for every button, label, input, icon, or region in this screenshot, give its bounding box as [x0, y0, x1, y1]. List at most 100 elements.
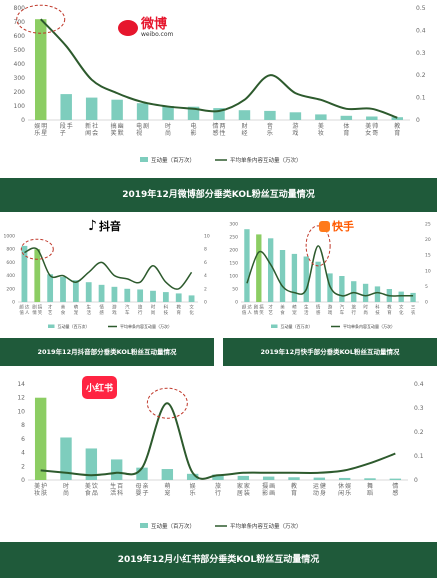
kuaishou-chart-panel: 0 50 100 150 200 250 300 0 5 10 15 20 25 颜值达人 剧情搞笑 才艺 美食… — [223, 214, 437, 338]
legend-bar-swatch — [48, 324, 55, 328]
x-axis-category-label: 教育 — [291, 482, 297, 497]
bar — [238, 110, 251, 120]
right-axis-tick-label: 0.1 — [416, 95, 426, 102]
bar — [136, 103, 149, 120]
legend-bar-label: 互动量（百万次） — [58, 323, 90, 329]
bar — [85, 282, 92, 302]
bar — [279, 250, 286, 302]
legend-line-label: 平均单条内容互动量（万次） — [230, 156, 302, 164]
bar — [410, 292, 416, 302]
x-axis-category-label: 汽车 — [125, 304, 130, 317]
x-axis-category-label: 家居家装 — [237, 482, 250, 497]
x-axis-category-label: 颜值达人 — [19, 304, 30, 317]
bar — [338, 477, 351, 480]
bar — [244, 229, 250, 302]
legend-line-label: 平均单条内容互动量（万次） — [120, 323, 172, 329]
left-axis-tick-label: 0 — [21, 477, 25, 484]
x-axis-category-label: 旅行 — [215, 482, 221, 497]
left-axis-tick-label: 100 — [229, 274, 238, 280]
x-axis-category-label: 美食 — [280, 304, 285, 317]
x-axis-category-label: 教育 — [176, 304, 181, 317]
left-axis-tick-label: 300 — [229, 222, 238, 228]
left-axis-tick-label: 600 — [6, 260, 15, 266]
left-axis-tick-label: 0 — [21, 117, 25, 124]
x-axis-category-label: 时尚 — [63, 482, 69, 497]
right-axis-tick-label: 2 — [204, 286, 207, 292]
x-axis-category-label: 电影 — [191, 122, 197, 137]
xiaohongshu-chart-panel: 0 2 4 6 8 10 12 14 0 0.1 0.2 0.3 0.4 美妆护肤 时尚 美食饮品 生活百科 母婴… — [0, 370, 437, 542]
x-axis-category-label: 科技 — [375, 304, 380, 317]
right-axis-tick-label: 5 — [425, 284, 428, 290]
x-axis-category-label: 电视剧 — [136, 122, 149, 137]
x-axis-category-label: 教育 — [394, 122, 400, 137]
left-axis-tick-label: 8 — [21, 422, 25, 429]
right-axis-tick-label: 8 — [204, 247, 207, 253]
x-axis-category-label: 生活 — [86, 304, 91, 317]
x-axis-category-label: 颜值达人 — [242, 304, 253, 317]
bar — [162, 292, 169, 302]
left-axis-tick-label: 2 — [21, 463, 25, 470]
legend-bar-swatch — [140, 523, 148, 528]
x-axis-category-label: 音乐 — [267, 122, 273, 137]
x-axis-category-label: 情感 — [392, 482, 398, 497]
x-axis-category-label: 情感 — [316, 304, 321, 317]
x-axis-category-label: 旅行 — [351, 304, 356, 317]
right-axis-tick-label: 0 — [416, 117, 420, 124]
bar — [289, 112, 302, 120]
weibo-logo-text: 微博 — [141, 17, 168, 32]
left-axis-tick-label: 800 — [14, 5, 26, 12]
legend-bar-swatch — [140, 157, 148, 162]
peak-highlight-ellipse — [16, 4, 66, 34]
x-axis-category-label: 才艺 — [268, 304, 273, 317]
xiaohongshu-logo: 小红书 — [82, 376, 118, 399]
bar — [60, 276, 66, 302]
right-axis-tick-label: 6 — [204, 260, 207, 266]
right-axis-tick-label: 10 — [204, 234, 210, 240]
right-axis-tick-label: 0.1 — [414, 453, 424, 460]
bar — [351, 281, 357, 302]
douyin-chart: 0 200 400 600 800 1000 0 2 4 6 8 10 颜值达人剧情搞笑才艺美食萌宠生活… — [4, 234, 210, 330]
x-axis-category-label: 旅行 — [138, 304, 143, 317]
weibo-chart-panel: 0 100 200 300 400 500 600 700 800 0 0.1 0.2 0.3 0.4 0.… — [0, 0, 437, 178]
left-axis-tick-label: 150 — [229, 261, 238, 267]
douyin-logo-text: 抖音 — [98, 220, 121, 233]
x-axis-category-label: 情感两性 — [212, 122, 225, 137]
legend-bar-label: 互动量（百万次） — [151, 522, 195, 530]
bar — [110, 459, 123, 480]
weibo-icon — [118, 20, 138, 36]
right-axis-tick-label: 0 — [204, 300, 207, 306]
x-axis-category-label: 美妆 — [318, 122, 324, 137]
bar — [60, 437, 72, 480]
right-axis-tick-label: 0.2 — [414, 429, 424, 436]
average-interaction-line — [40, 18, 398, 119]
douyin-chart-title: 2019年12月抖音部分垂类KOL粉丝互动量情况 — [37, 348, 177, 356]
x-axis-category-label: 三农 — [411, 305, 416, 317]
bar — [391, 117, 403, 120]
x-axis-category-label: 娱乐明星 — [34, 122, 47, 137]
left-axis-tick-label: 200 — [14, 89, 26, 96]
xiaohongshu-chart: 0 2 4 6 8 10 12 14 0 0.1 0.2 0.3 0.4 美妆护肤 时尚 美食饮品生活百科母婴… — [17, 381, 424, 530]
x-axis-category-label: 剧情搞笑 — [254, 304, 264, 317]
bar — [366, 116, 378, 120]
kuaishou-chart: 0 50 100 150 200 250 300 0 5 10 15 20 25 颜值达人剧情搞笑才艺美食… — [229, 222, 430, 330]
x-axis-category-label: 美食 — [61, 304, 66, 317]
x-axis-category-label: 美妆护肤 — [34, 482, 47, 497]
legend-bar-swatch — [271, 324, 278, 328]
left-axis-tick-label: 300 — [14, 75, 26, 82]
bar — [186, 473, 199, 480]
right-axis-tick-label: 0.2 — [416, 72, 426, 79]
x-axis-category-label: 时尚 — [165, 122, 171, 137]
legend-line-label: 平均单条内容互动量（万次） — [230, 522, 302, 530]
bar — [150, 290, 156, 302]
right-axis-tick-label: 0.4 — [416, 27, 426, 34]
bar — [315, 261, 321, 302]
weibo-logo: 微博 weibo.com — [118, 18, 173, 38]
douyin-chart-panel: 0 200 400 600 800 1000 0 2 4 6 8 10 颜值达人 剧情搞笑 才艺 美食 萌宠 生活… — [0, 214, 214, 338]
x-axis-category-label: 文化 — [399, 304, 404, 317]
left-axis-tick-label: 1000 — [4, 234, 16, 240]
legend-bar-label: 互动量（百万次） — [281, 323, 313, 329]
bar — [213, 108, 225, 120]
bar — [398, 291, 404, 302]
bar — [47, 274, 54, 302]
weibo-title-banner: 2019年12月微博部分垂类KOL粉丝互动量情况 — [0, 178, 437, 212]
